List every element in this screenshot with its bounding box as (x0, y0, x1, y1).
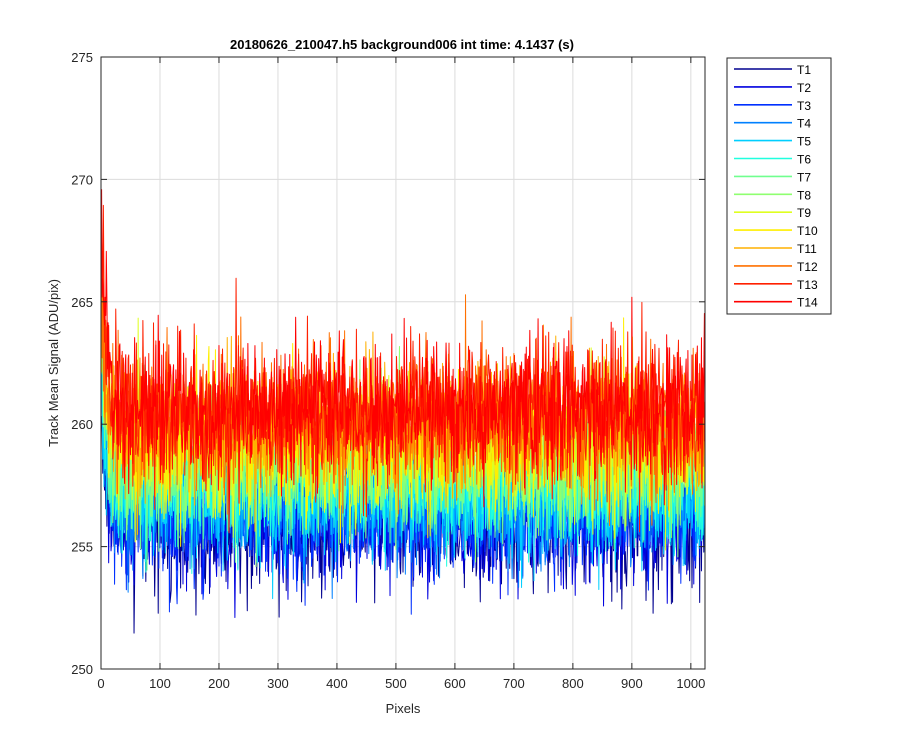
legend: T1 T2 T3 T4 T5 T6 T7 T8 T9 T10 T11 T12 T13 T14 (726, 57, 832, 315)
legend-label-t14: T14 (797, 296, 818, 310)
chart-title: 20180626_210047.h5 background006 int tim… (230, 37, 574, 52)
legend-label-t7: T7 (797, 170, 811, 184)
x-tick-label: 700 (503, 676, 525, 691)
plot-area (101, 57, 705, 669)
y-tick-label: 250 (71, 662, 93, 677)
y-tick-label: 260 (71, 417, 93, 432)
x-tick-label: 300 (267, 676, 289, 691)
x-tick-label: 800 (562, 676, 584, 691)
legend-label-t12: T12 (797, 260, 818, 274)
y-axis-label: Track Mean Signal (ADU/pix) (46, 279, 61, 447)
x-tick-label: 100 (149, 676, 171, 691)
series-line-t14 (101, 189, 705, 534)
legend-label-t9: T9 (797, 206, 811, 220)
plot-frame (100, 56, 706, 670)
x-tick-label: 200 (208, 676, 230, 691)
legend-label-t10: T10 (797, 224, 818, 238)
y-tick-label: 265 (71, 295, 93, 310)
x-tick-label: 0 (97, 676, 104, 691)
legend-label-t5: T5 (797, 135, 811, 149)
legend-label-t6: T6 (797, 153, 811, 167)
legend-box (726, 57, 832, 315)
x-tick-label: 1000 (676, 676, 705, 691)
legend-label-t11: T11 (797, 242, 817, 256)
y-tick-label: 255 (71, 540, 93, 555)
legend-label-t4: T4 (797, 117, 811, 131)
legend-label-t2: T2 (797, 81, 811, 95)
series-layer (101, 189, 705, 634)
tick-layer: 0 100 200 300 400 500 600 700 800 900 1000 250 255 26… (71, 50, 705, 691)
legend-label-t8: T8 (797, 188, 811, 202)
legend-items: T1 T2 T3 T4 T5 T6 T7 T8 T9 T10 T11 T12 T13 T14 (734, 63, 818, 310)
x-tick-label: 500 (385, 676, 407, 691)
y-tick-label: 275 (71, 50, 93, 65)
x-tick-label: 600 (444, 676, 466, 691)
legend-label-t3: T3 (797, 99, 811, 113)
x-axis-label: Pixels (386, 701, 421, 716)
legend-label-t1: T1 (797, 63, 811, 77)
y-tick-label: 270 (71, 172, 93, 187)
x-tick-label: 400 (326, 676, 348, 691)
legend-label-t13: T13 (797, 278, 818, 292)
x-tick-label: 900 (621, 676, 643, 691)
